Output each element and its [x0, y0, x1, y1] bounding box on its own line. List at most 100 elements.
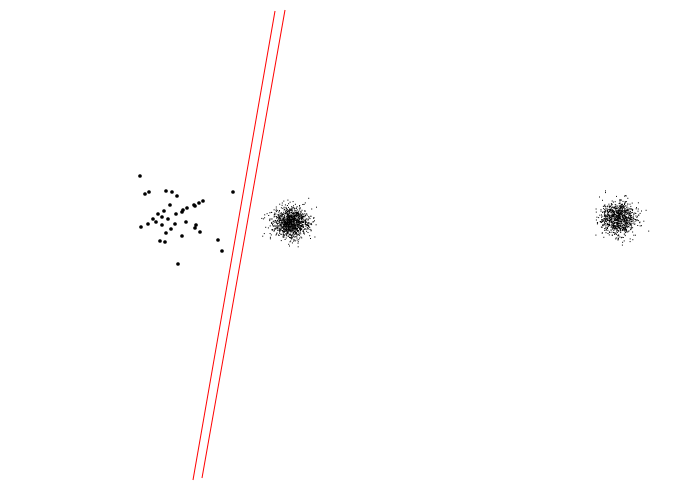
dense-right-point-197 [612, 224, 614, 226]
dense-center-point-414 [296, 235, 298, 237]
dense-right-point-796 [628, 220, 630, 222]
dense-right-point-726 [631, 227, 633, 229]
dense-right-point-862 [633, 213, 635, 215]
dense-center-point-793 [277, 223, 278, 225]
dense-right-point-600 [596, 216, 598, 218]
dense-center-point-908 [302, 230, 304, 232]
dense-right-point-25 [637, 225, 639, 226]
dense-right-point-16 [617, 238, 619, 240]
dense-center-point-928 [295, 212, 297, 213]
dense-right-point-240 [624, 212, 626, 214]
dense-right-point-597 [621, 221, 623, 223]
dense-right-point-32 [595, 219, 597, 221]
dense-right-point-533 [633, 234, 635, 236]
dense-center-point-724 [285, 237, 287, 239]
dense-center-point-536 [291, 230, 293, 232]
dense-center-point-253 [294, 232, 296, 234]
dense-center-point-662 [284, 222, 286, 224]
dense-center-point-848 [272, 220, 274, 222]
dense-center-point-1075 [283, 218, 285, 220]
dense-right-point-254 [616, 230, 617, 232]
dense-center-point-757 [274, 228, 276, 230]
dense-center-point-644 [293, 207, 295, 209]
dense-center-point-18 [290, 234, 292, 236]
dense-center-point-815 [272, 225, 274, 227]
dense-center-point-660 [310, 223, 312, 225]
dense-center-point-703 [286, 235, 288, 237]
dense-center-point-1024 [279, 228, 281, 230]
dense-center-point-625 [290, 219, 292, 221]
dense-center-point-286 [297, 211, 299, 213]
dense-right-point-734 [616, 222, 618, 224]
dense-right-point-406 [621, 223, 623, 225]
dense-center-point-765 [278, 219, 280, 221]
dense-center-point-814 [302, 218, 304, 220]
dense-right-point-696 [635, 208, 637, 210]
dense-center-point-641 [298, 235, 300, 236]
dense-center-point-1021 [292, 213, 294, 214]
dense-right-point-168 [610, 211, 612, 213]
dense-center-point-523 [296, 222, 298, 224]
dense-center-point-920 [294, 212, 296, 214]
dense-center-point-571 [275, 228, 277, 230]
dense-right-point-532 [613, 225, 615, 227]
dense-right-point-742 [620, 199, 622, 201]
dense-center-point-315 [304, 222, 306, 224]
dense-center-point-594 [294, 239, 296, 241]
dense-center-point-237 [281, 223, 283, 225]
dense-right-point-596 [624, 230, 625, 232]
dense-right-point-553 [611, 204, 613, 206]
dense-center-point-802 [287, 226, 289, 228]
dense-center-point-984 [286, 225, 288, 226]
dense-center-point-657 [302, 229, 304, 231]
dense-center-point-866 [296, 227, 298, 229]
dense-right-point-898 [624, 223, 626, 225]
dense-center-point-89 [289, 224, 291, 226]
dense-center-point-788 [290, 221, 292, 223]
dense-right-point-365 [605, 216, 607, 218]
dense-center-point-959 [290, 226, 292, 228]
dense-right-point-845 [615, 208, 617, 210]
dense-center-point-353 [295, 210, 297, 212]
dense-center-point-1018 [296, 214, 298, 216]
dense-center-point-1054 [290, 216, 292, 218]
dense-right-point-489 [632, 211, 634, 213]
dense-right-point-204 [631, 225, 633, 227]
dense-right-point-100 [604, 219, 606, 221]
dense-center-point-516 [283, 235, 285, 237]
dense-right-point-682 [607, 219, 609, 221]
dense-center-point-1092 [301, 218, 303, 220]
dense-center-point-811 [283, 231, 285, 233]
dense-right-point-857 [621, 212, 623, 214]
dense-right-point-514 [631, 210, 633, 211]
dense-right-point-859 [627, 225, 629, 227]
dense-right-point-705 [629, 219, 631, 221]
dense-center-point-417 [276, 233, 278, 235]
dense-right-point-246 [622, 200, 624, 202]
dense-right-point-826 [619, 209, 621, 211]
dense-right-point-659 [618, 220, 620, 222]
dense-center-point-862 [291, 216, 292, 217]
dense-right-point-830 [613, 206, 615, 208]
dense-right-point-357 [631, 220, 633, 222]
dense-right-point-214 [613, 225, 615, 227]
dense-right-point-582 [626, 205, 628, 207]
dense-right-point-856 [603, 213, 605, 215]
dense-center-point-147 [302, 220, 304, 222]
dense-right-point-771 [624, 235, 626, 237]
dense-right-point-733 [614, 223, 616, 225]
dense-right-point-404 [626, 222, 628, 224]
dense-right-point-457 [601, 216, 603, 218]
dense-center-point-776 [291, 209, 293, 211]
dense-right-point-797 [635, 215, 637, 217]
dense-right-point-554 [607, 209, 609, 211]
dense-right-point-159 [618, 219, 620, 221]
dense-right-point-269 [645, 209, 647, 211]
dense-right-point-557 [620, 231, 622, 233]
dense-center-point-1063 [303, 220, 305, 222]
dense-center-point-272 [278, 218, 280, 219]
dense-right-point-94 [621, 228, 623, 230]
dense-center-point-452 [289, 219, 291, 221]
dense-center-point-351 [274, 215, 276, 217]
dense-right-point-229 [610, 210, 612, 212]
